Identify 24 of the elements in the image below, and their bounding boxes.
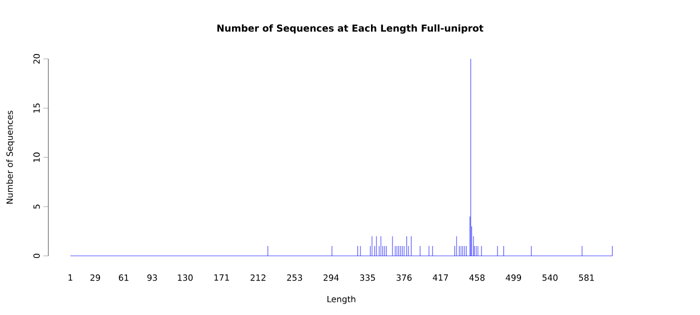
x-tick-label: 294 [324, 274, 339, 281]
x-axis-title: Length [327, 296, 356, 304]
x-tick-label: 376 [396, 274, 412, 281]
x-tick-label: 458 [469, 274, 485, 281]
y-tick-label: 0 [33, 254, 40, 258]
x-tick-label: 1 [68, 274, 72, 281]
x-tick-label: 335 [360, 274, 375, 281]
x-tick-label: 130 [178, 274, 193, 281]
chart-title: Number of Sequences at Each Length Full-uniprot [217, 24, 484, 34]
y-tick-label: 5 [33, 204, 40, 209]
x-tick-label: 417 [432, 274, 448, 281]
x-tick-label: 171 [214, 274, 229, 281]
x-tick-label: 499 [506, 274, 522, 281]
x-tick-label: 212 [250, 274, 266, 281]
x-tick-label: 93 [147, 274, 157, 281]
x-tick-label: 61 [118, 274, 128, 281]
x-tick-label: 29 [90, 274, 100, 281]
y-tick-label: 20 [33, 54, 40, 64]
x-tick-label: 253 [287, 274, 302, 281]
y-tick-label: 15 [33, 103, 40, 113]
x-tick-label: 540 [542, 274, 558, 281]
x-tick-label: 581 [579, 274, 594, 281]
y-tick-label: 10 [33, 152, 40, 162]
y-axis-title: Number of Sequences [6, 110, 14, 204]
